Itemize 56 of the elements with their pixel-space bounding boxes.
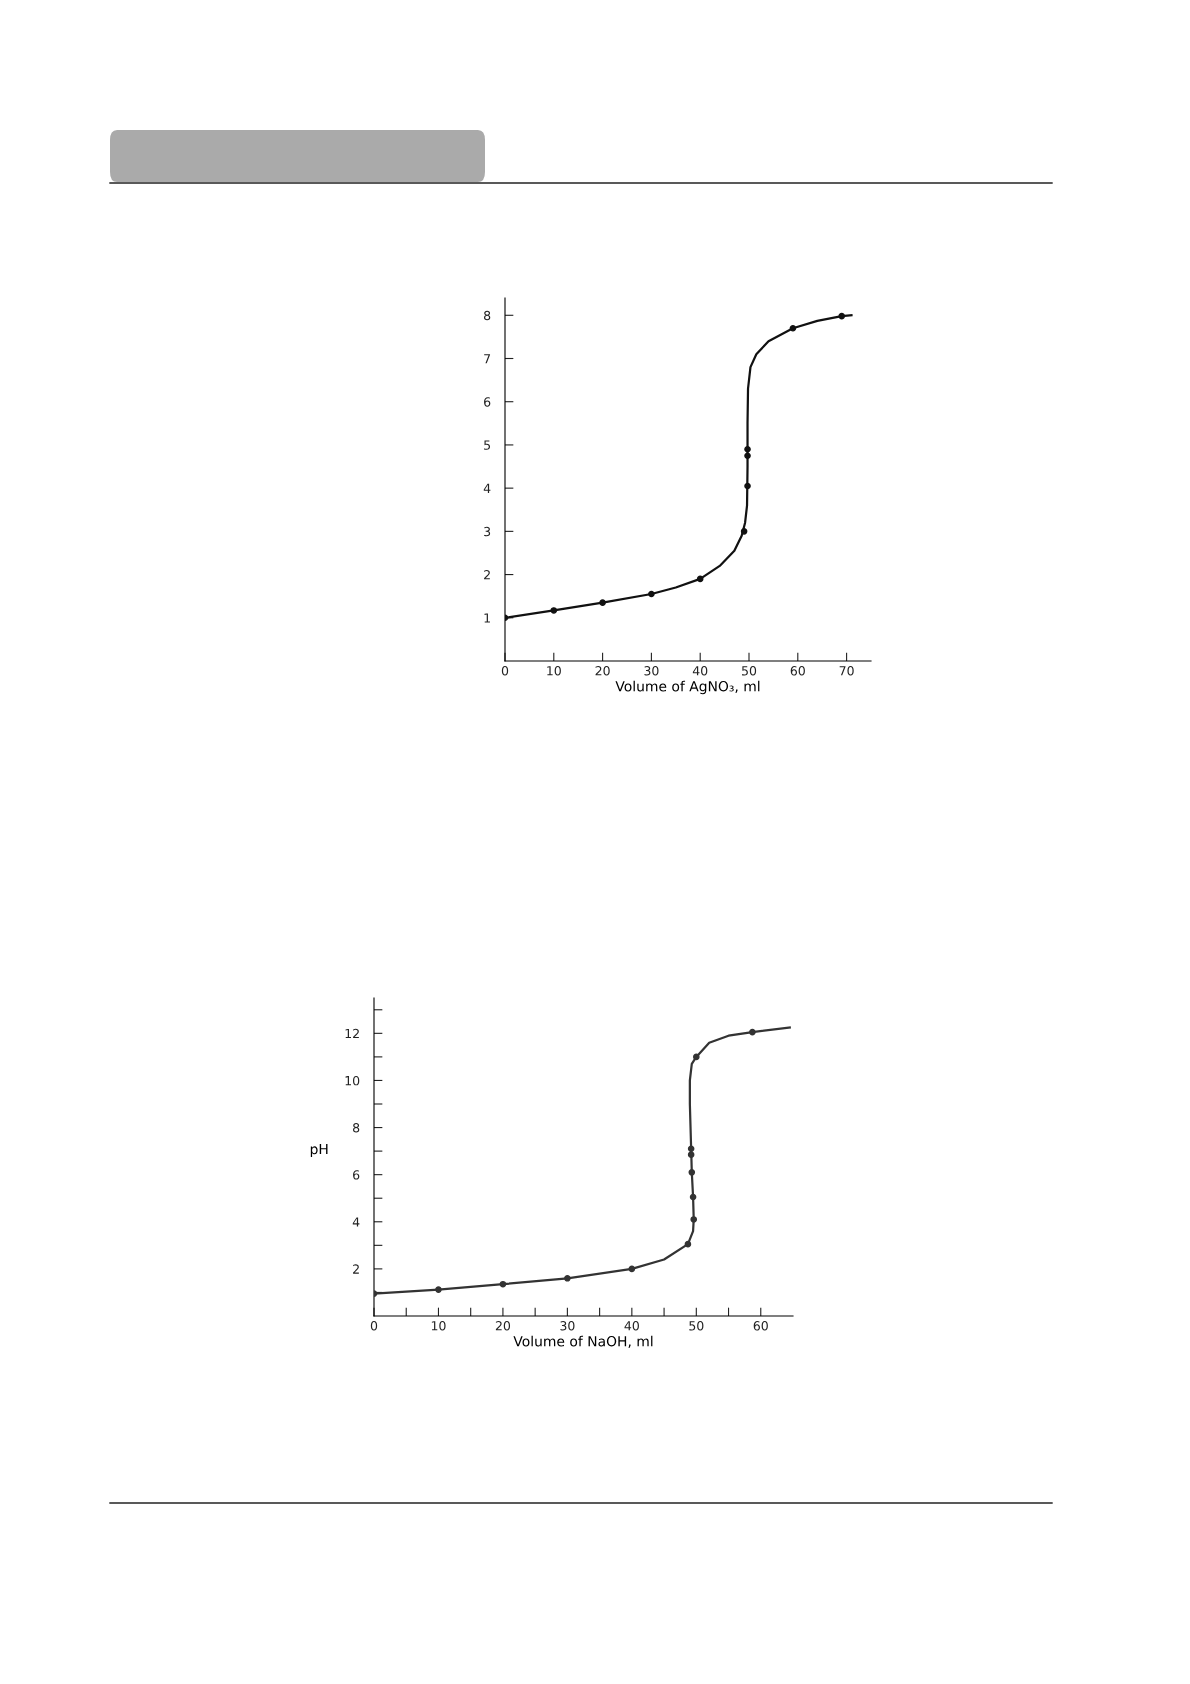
y-tick-label: 8 xyxy=(484,310,491,321)
y-tick-label: 4 xyxy=(352,1217,360,1227)
point xyxy=(599,599,606,606)
point xyxy=(744,445,751,453)
point xyxy=(744,452,751,460)
point xyxy=(687,1145,695,1153)
y-axis-title: pH xyxy=(310,1143,328,1157)
x-tick-label: 10 xyxy=(431,1321,446,1331)
point xyxy=(648,590,655,598)
y-tick-label: 3 xyxy=(484,526,491,537)
y-tick-label: 1 xyxy=(484,613,490,623)
x-axis-title: Volume of AgNO₃, ml xyxy=(615,680,760,695)
line-series xyxy=(505,314,853,619)
point xyxy=(628,1265,636,1273)
line-series xyxy=(374,1026,791,1295)
y-tick-label: 2 xyxy=(484,570,490,580)
y-tick-label: 7 xyxy=(484,354,491,364)
x-tick-label: 30 xyxy=(644,666,659,676)
x-tick-label: 0 xyxy=(370,1321,378,1331)
x-tick-label: 50 xyxy=(742,666,757,676)
y-tick-label: 12 xyxy=(345,1028,359,1039)
y-tick-label: 6 xyxy=(484,397,491,407)
x-tick-label: 50 xyxy=(689,1321,704,1331)
point xyxy=(550,607,558,614)
y-tick-label: 10 xyxy=(345,1075,360,1086)
y-tick-label: 5 xyxy=(484,440,491,450)
y-tick-label: 8 xyxy=(353,1123,360,1133)
y-tick-label: 4 xyxy=(483,483,491,493)
x-tick-label: 60 xyxy=(753,1321,768,1331)
x-tick-label: 60 xyxy=(790,666,805,676)
x-tick-label: 20 xyxy=(595,666,610,676)
x-tick-label: 0 xyxy=(501,666,509,676)
x-tick-label: 40 xyxy=(624,1321,639,1331)
x-tick-label: 70 xyxy=(839,666,854,676)
point xyxy=(749,1028,756,1036)
point xyxy=(740,528,748,535)
point xyxy=(690,1216,698,1223)
point xyxy=(693,1053,700,1061)
point xyxy=(789,324,797,332)
point xyxy=(689,1193,697,1201)
point xyxy=(696,575,704,583)
y-tick-label: 2 xyxy=(353,1264,359,1274)
x-tick-label: 40 xyxy=(692,666,708,676)
x-tick-label: 10 xyxy=(547,666,561,676)
point xyxy=(499,1280,507,1288)
point xyxy=(435,1286,442,1293)
x-tick-label: 20 xyxy=(495,1321,511,1331)
point xyxy=(687,1151,695,1158)
x-axis-title: Volume of NaOH, ml xyxy=(513,1335,653,1348)
point xyxy=(744,482,751,490)
point xyxy=(684,1240,692,1248)
x-tick-label: 30 xyxy=(560,1321,575,1331)
point xyxy=(564,1275,571,1282)
y-tick-label: 6 xyxy=(353,1170,360,1180)
point xyxy=(688,1169,696,1176)
point xyxy=(838,312,846,320)
